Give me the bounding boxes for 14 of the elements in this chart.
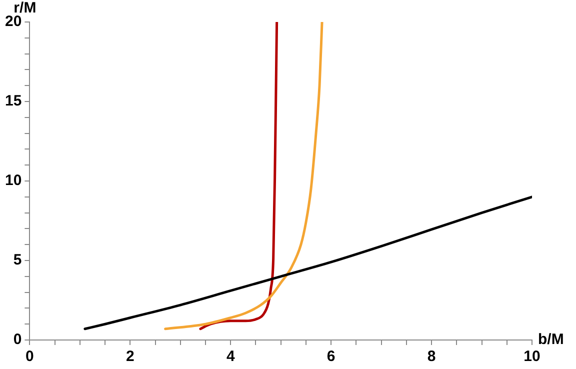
x-tick-label: 6 — [326, 348, 336, 366]
y-tick-label: 5 — [13, 252, 22, 269]
line-series — [164, 22, 324, 330]
line-series — [199, 22, 278, 330]
y-tick-label: 0 — [13, 331, 22, 348]
line-series — [84, 196, 532, 330]
x-tick-label: 8 — [427, 348, 436, 366]
x-tick-label: 2 — [126, 348, 134, 366]
x-axis-title: b/M — [538, 331, 564, 348]
x-tick-label: 0 — [26, 348, 34, 366]
y-tick-label: 10 — [4, 172, 22, 190]
y-tick-label: 15 — [4, 92, 22, 110]
x-tick-label: 4 — [226, 348, 236, 366]
x-tick-label: 10 — [524, 348, 540, 366]
